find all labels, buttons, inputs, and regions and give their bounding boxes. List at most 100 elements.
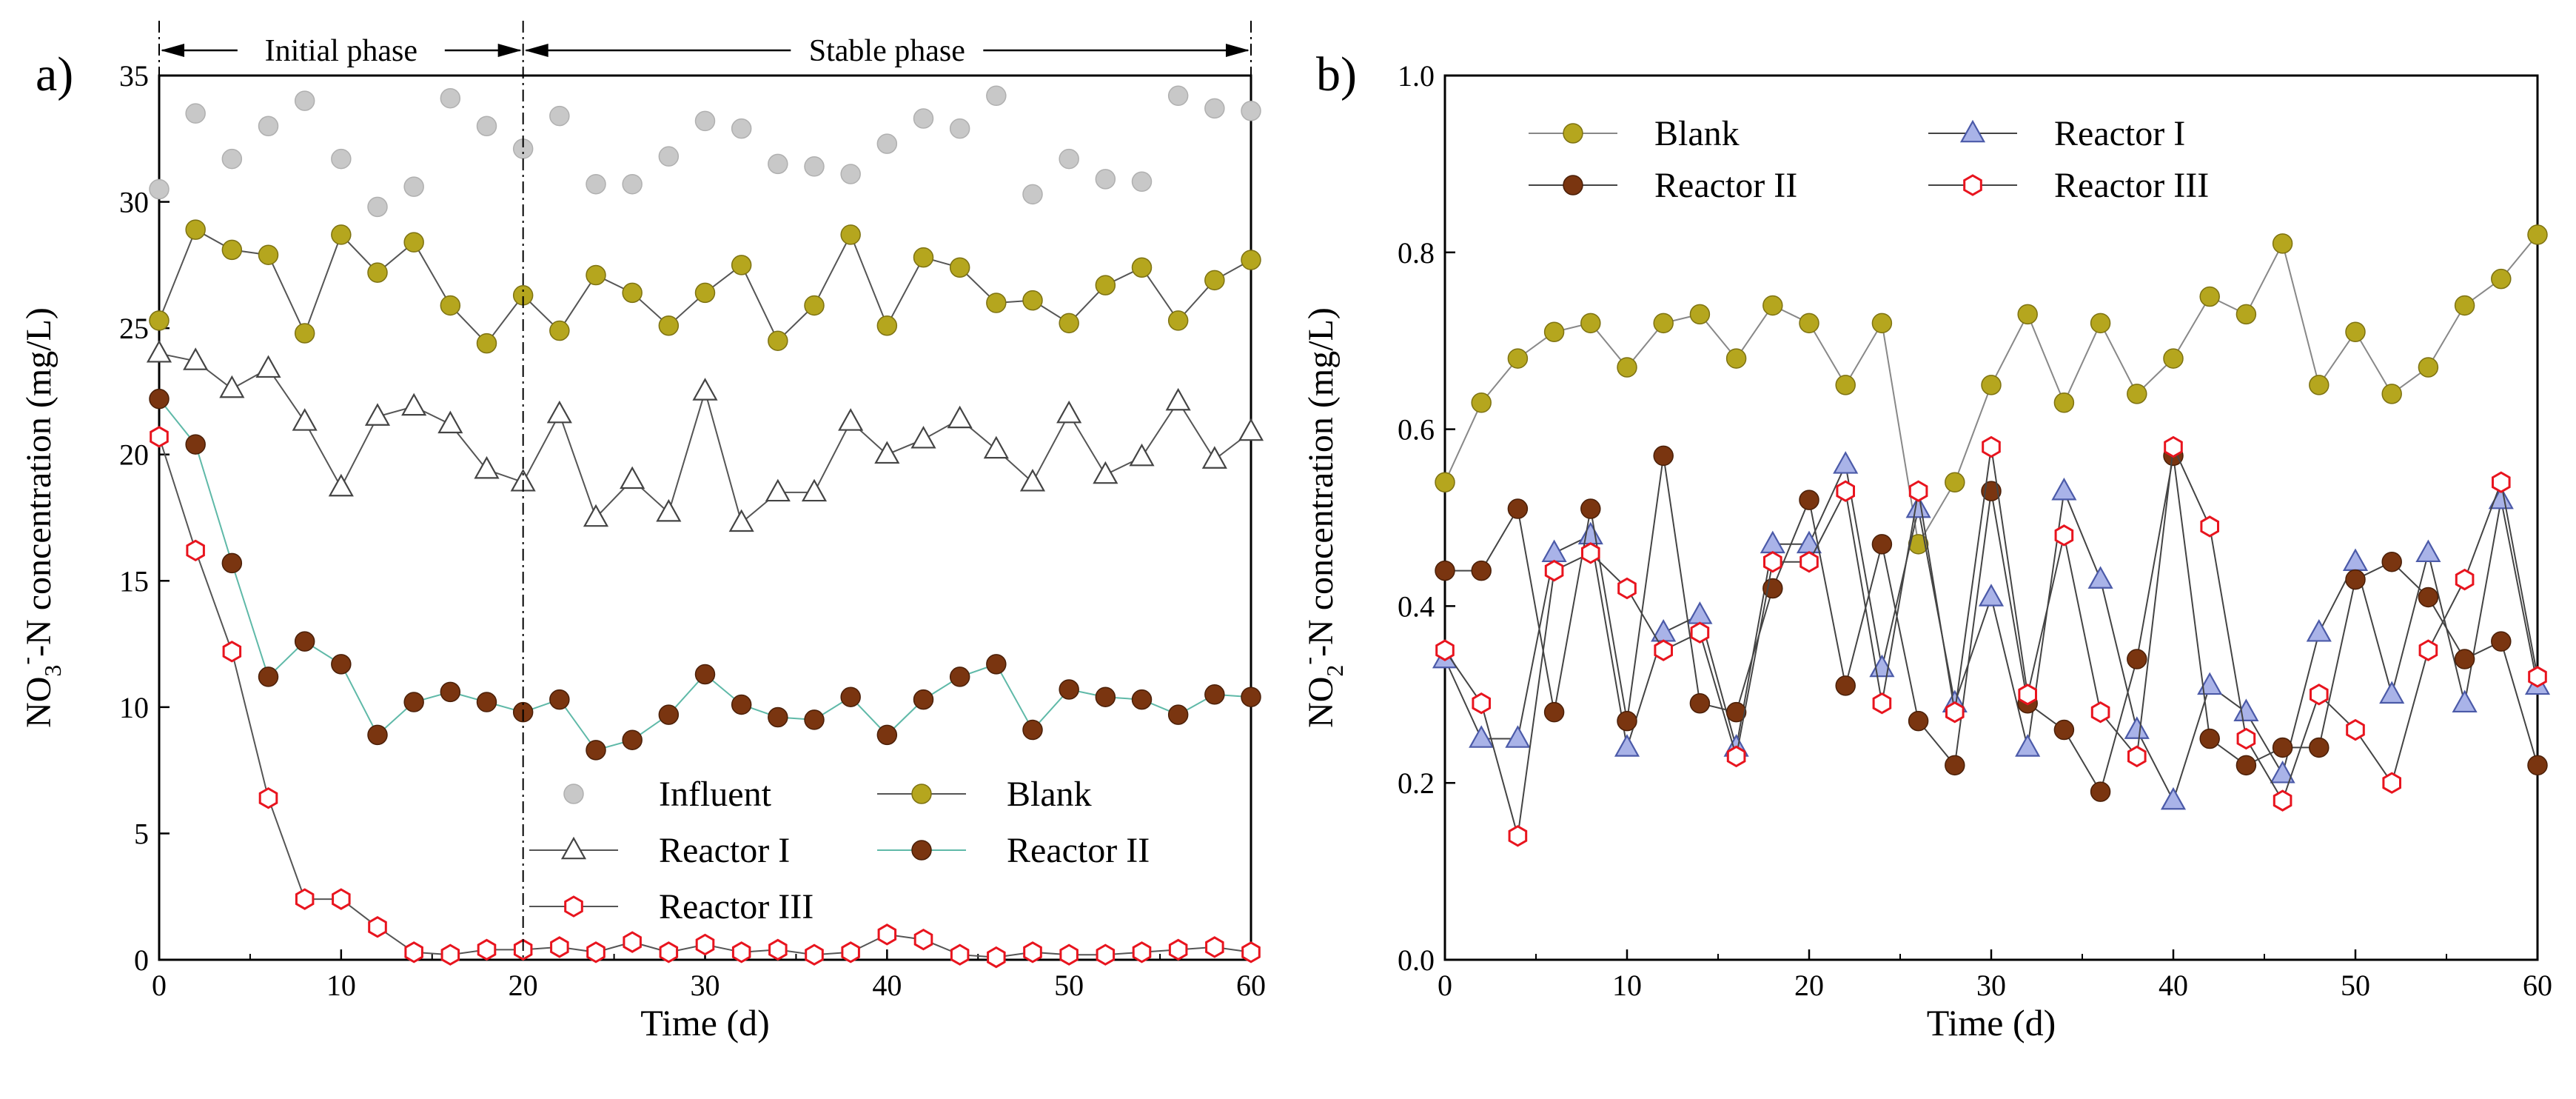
data-point: [768, 938, 788, 961]
data-point: [949, 667, 970, 687]
data-point: [877, 923, 897, 946]
data-point: [1580, 313, 1601, 334]
x-tick-label: 50: [1054, 969, 1084, 1002]
data-point: [586, 173, 606, 195]
data-point: [876, 315, 898, 336]
data-point: [1725, 348, 1747, 369]
data-point: [1131, 689, 1153, 710]
data-point: [1760, 530, 1785, 554]
data-point: [1241, 687, 1261, 707]
data-point: [1908, 710, 1929, 732]
legend-marker: [563, 784, 584, 804]
data-point: [694, 282, 716, 304]
data-point: [2235, 755, 2257, 776]
data-point: [550, 936, 569, 958]
data-point: [2527, 224, 2548, 245]
data-point: [1617, 710, 1637, 732]
data-point: [294, 323, 315, 344]
legend-item: Reactor I: [1928, 114, 2185, 153]
data-point: [332, 888, 351, 910]
legend-marker: [564, 895, 583, 918]
data-point: [2270, 761, 2295, 784]
data-point: [913, 247, 934, 268]
data-point: [1799, 313, 1819, 334]
data-point: [765, 478, 791, 502]
data-point: [258, 786, 278, 809]
data-point: [149, 310, 170, 331]
data-point: [913, 928, 933, 951]
data-point: [1059, 943, 1079, 966]
data-point: [1471, 392, 1492, 413]
data-point: [1541, 539, 1567, 563]
data-point: [1059, 313, 1079, 334]
data-point: [622, 282, 643, 304]
data-point: [292, 408, 318, 431]
data-point: [1871, 534, 1893, 555]
data-point: [949, 257, 970, 278]
data-point: [910, 425, 936, 449]
data-point: [1167, 310, 1189, 331]
y-tick-label: 20: [119, 438, 149, 472]
y-axis-label-main: NO: [1301, 677, 1341, 728]
data-point: [2454, 295, 2475, 316]
data-point: [1059, 679, 1079, 700]
x-tick-label: 0: [152, 969, 167, 1002]
data-point: [2163, 348, 2184, 369]
data-point: [295, 888, 315, 910]
data-point: [1132, 941, 1152, 963]
legend-item: Reactor III: [1928, 166, 2209, 205]
data-point: [656, 498, 682, 522]
data-point: [1577, 521, 1603, 545]
data-point: [2454, 649, 2475, 669]
data-point: [801, 478, 828, 502]
data-point: [692, 378, 718, 401]
data-point: [620, 466, 645, 490]
legend-item: Reactor I: [529, 831, 790, 870]
y-tick-label: 30: [119, 186, 149, 219]
data-point: [913, 108, 934, 129]
x-tick-label: 60: [2523, 969, 2552, 1002]
x-tick-label: 40: [872, 969, 902, 1002]
data-point: [2381, 384, 2402, 404]
data-point: [2418, 639, 2438, 661]
series-reactor-iii: [1435, 435, 2547, 847]
data-point: [804, 156, 825, 177]
data-point: [2455, 568, 2475, 591]
series-blank: [149, 219, 1261, 354]
data-point: [2053, 392, 2075, 413]
data-point: [403, 176, 424, 197]
data-point: [586, 264, 606, 286]
data-point: [876, 724, 898, 746]
legend-marker: [911, 840, 932, 861]
data-point: [2272, 737, 2293, 758]
data-point: [2090, 701, 2110, 724]
legend: Blank Reactor I Reactor II Reactor III: [1529, 114, 2209, 205]
data-point: [2345, 321, 2366, 343]
legend-label: Reactor II: [1654, 166, 1797, 205]
data-point: [1059, 148, 1079, 170]
data-point: [805, 943, 824, 966]
data-point: [2492, 471, 2511, 493]
data-point: [255, 355, 281, 378]
data-point: [583, 504, 609, 527]
initial-phase-label: Initial phase: [265, 34, 417, 68]
data-point: [840, 224, 861, 245]
data-point: [1204, 98, 1225, 119]
legend-label: Blank: [1654, 114, 1740, 153]
series-influent: [149, 85, 1261, 218]
data-point: [183, 347, 209, 370]
data-point: [549, 689, 570, 710]
legend: Influent Blank Reactor I Reactor II Reactor …: [529, 775, 1150, 926]
data-point: [586, 740, 606, 761]
series-line: [158, 398, 1252, 752]
data-point: [404, 941, 423, 963]
data-point: [694, 110, 716, 132]
data-point: [2452, 689, 2478, 713]
data-point: [221, 239, 243, 261]
data-point: [695, 933, 715, 956]
data-point: [1023, 941, 1042, 963]
data-point: [331, 224, 352, 245]
y-axis-label: NO2--N concentration (mg/L): [1295, 307, 1348, 728]
data-point: [987, 946, 1006, 969]
data-point: [1093, 461, 1118, 484]
